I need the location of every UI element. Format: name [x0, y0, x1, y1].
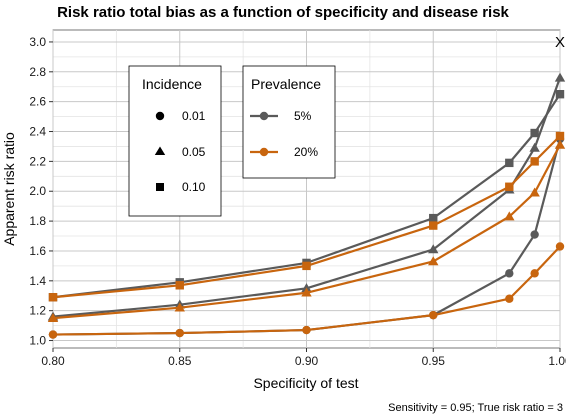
legend-incidence-label: 0.01	[182, 109, 206, 123]
x-axis-ticks: 0.80 0.85 0.90 0.95 1.00	[41, 348, 566, 368]
y-tick-label: 3.0	[29, 35, 46, 49]
series-layer	[47, 72, 566, 339]
y-tick-label: 2.2	[29, 154, 46, 168]
legend-square-marker	[156, 183, 164, 191]
legend-prevalence-title: Prevalence	[251, 76, 321, 92]
data-point	[301, 287, 312, 297]
y-tick-label: 2.6	[29, 95, 46, 109]
x-tick-label: 0.90	[295, 354, 319, 368]
data-point	[47, 312, 59, 322]
data-point	[428, 256, 439, 266]
data-point	[530, 269, 539, 278]
y-axis-title: Apparent risk ratio	[1, 132, 17, 246]
y-tick-label: 2.4	[29, 125, 46, 139]
x-axis-title: Specificity of test	[253, 375, 358, 391]
x-tick-label: 1.00	[548, 354, 566, 368]
data-point	[529, 187, 540, 197]
legend-incidence: Incidence 0.01 0.05 0.10	[128, 65, 222, 217]
data-point	[48, 293, 58, 302]
annotation-x: X	[555, 34, 565, 51]
y-axis-ticks: 1.0 1.2 1.4 1.6 1.8 2.0 2.2 2.4 2.6 2.8 3.0	[29, 35, 53, 348]
data-point	[429, 221, 438, 230]
data-point	[530, 230, 539, 239]
y-tick-label: 2.8	[29, 65, 46, 79]
data-point	[505, 294, 514, 303]
data-point	[530, 157, 539, 166]
data-point	[429, 213, 438, 223]
legend-point-20pct	[259, 147, 269, 157]
y-tick-label: 1.6	[29, 244, 46, 258]
legend-prevalence-label: 20%	[294, 145, 318, 159]
x-tick-label: 0.95	[422, 354, 446, 368]
data-point	[555, 89, 565, 99]
legend-incidence-label: 0.05	[182, 145, 206, 159]
data-point	[505, 269, 514, 278]
caption: Sensitivity = 0.95; True risk ratio = 3	[388, 402, 563, 414]
data-point	[302, 325, 311, 335]
data-point	[554, 139, 566, 149]
y-tick-label: 1.2	[29, 304, 46, 318]
y-tick-label: 1.4	[29, 274, 46, 288]
y-tick-label: 1.8	[29, 214, 46, 228]
legend-point-5pct	[259, 111, 269, 121]
legend-incidence-label: 0.10	[182, 180, 206, 194]
data-point	[429, 310, 438, 320]
data-point	[175, 328, 184, 338]
data-point	[504, 211, 515, 221]
data-point	[530, 128, 539, 138]
y-tick-label: 1.0	[29, 334, 46, 348]
data-point	[554, 72, 566, 82]
data-point	[428, 244, 439, 254]
legend-prevalence: Prevalence 5% 20%	[242, 65, 336, 179]
data-point	[555, 131, 565, 141]
x-tick-label: 0.85	[168, 354, 192, 368]
series-0.10-20%	[48, 131, 565, 302]
chart-title: Risk ratio total bias as a function of s…	[57, 4, 509, 21]
data-point	[174, 302, 185, 312]
legend-prevalence-label: 5%	[294, 109, 312, 123]
series-0.01-20%	[48, 242, 565, 339]
x-tick-label: 0.80	[41, 354, 65, 368]
y-tick-label: 2.0	[29, 184, 46, 198]
data-point	[505, 182, 514, 191]
data-point	[529, 142, 540, 152]
legend-prevalence-box	[242, 65, 336, 179]
legend-triangle-marker	[154, 146, 166, 155]
legend-incidence-title: Incidence	[142, 76, 202, 92]
series-0.05-20%	[47, 139, 566, 322]
legend-circle-marker	[155, 111, 165, 121]
data-point	[555, 242, 565, 251]
data-point	[302, 261, 311, 271]
data-point	[48, 330, 58, 339]
legend-incidence-box	[128, 65, 222, 217]
data-point	[505, 158, 514, 168]
data-point	[175, 281, 184, 290]
